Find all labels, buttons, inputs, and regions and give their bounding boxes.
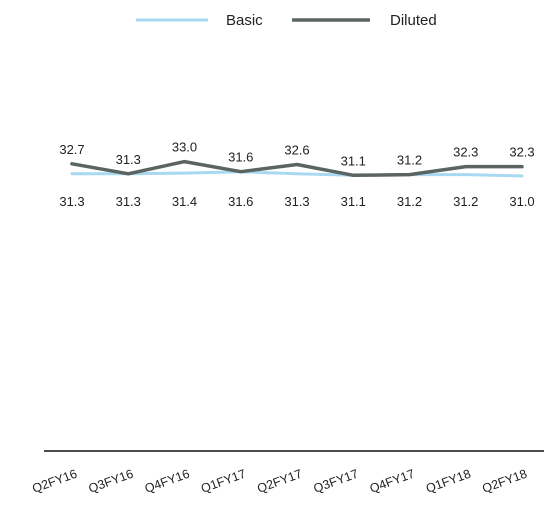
data-label-basic: 31.2 bbox=[453, 194, 478, 209]
data-label-diluted: 31.6 bbox=[228, 150, 253, 165]
data-label-basic: 31.3 bbox=[59, 194, 84, 209]
x-axis-ticks: Q2FY16 Q3FY16 Q4FY16 Q1FY17 Q2FY17 Q3FY17 Q4FY… bbox=[30, 467, 529, 496]
data-label-basic: 31.1 bbox=[341, 194, 366, 209]
legend-label-diluted: Diluted bbox=[390, 12, 437, 29]
data-label-diluted: 31.1 bbox=[341, 153, 366, 168]
x-tick-label: Q2FY18 bbox=[480, 467, 529, 496]
x-tick-label: Q4FY16 bbox=[143, 467, 192, 496]
data-label-basic: 31.3 bbox=[116, 194, 141, 209]
data-label-diluted: 33.0 bbox=[172, 140, 197, 155]
x-tick-label: Q3FY16 bbox=[87, 467, 136, 496]
data-label-basic: 31.2 bbox=[397, 194, 422, 209]
data-label-diluted: 32.6 bbox=[284, 142, 309, 157]
data-label-basic: 31.4 bbox=[172, 194, 197, 209]
x-tick-label: Q1FY18 bbox=[424, 467, 473, 496]
x-tick-label: Q3FY17 bbox=[312, 467, 361, 496]
series-line-diluted bbox=[70, 159, 524, 178]
plot-area: 32.7 31.3 33.0 31.6 32.6 31.1 31.2 32.3 32.3 31.3… bbox=[59, 140, 534, 209]
data-label-diluted: 31.3 bbox=[116, 152, 141, 167]
data-label-basic: 31.6 bbox=[228, 194, 253, 209]
data-label-diluted: 31.2 bbox=[397, 153, 422, 168]
x-tick-label: Q1FY17 bbox=[199, 467, 248, 496]
legend: Basic Diluted bbox=[136, 12, 437, 29]
x-tick-label: Q4FY17 bbox=[368, 467, 417, 496]
series-line-basic bbox=[70, 170, 524, 178]
data-label-diluted: 32.3 bbox=[453, 145, 478, 160]
data-label-diluted: 32.7 bbox=[59, 142, 84, 157]
x-tick-label: Q2FY16 bbox=[30, 467, 79, 496]
data-label-basic: 31.3 bbox=[284, 194, 309, 209]
data-label-basic: 31.0 bbox=[509, 194, 534, 209]
data-label-diluted: 32.3 bbox=[509, 145, 534, 160]
legend-label-basic: Basic bbox=[226, 12, 263, 29]
x-tick-label: Q2FY17 bbox=[255, 467, 304, 496]
